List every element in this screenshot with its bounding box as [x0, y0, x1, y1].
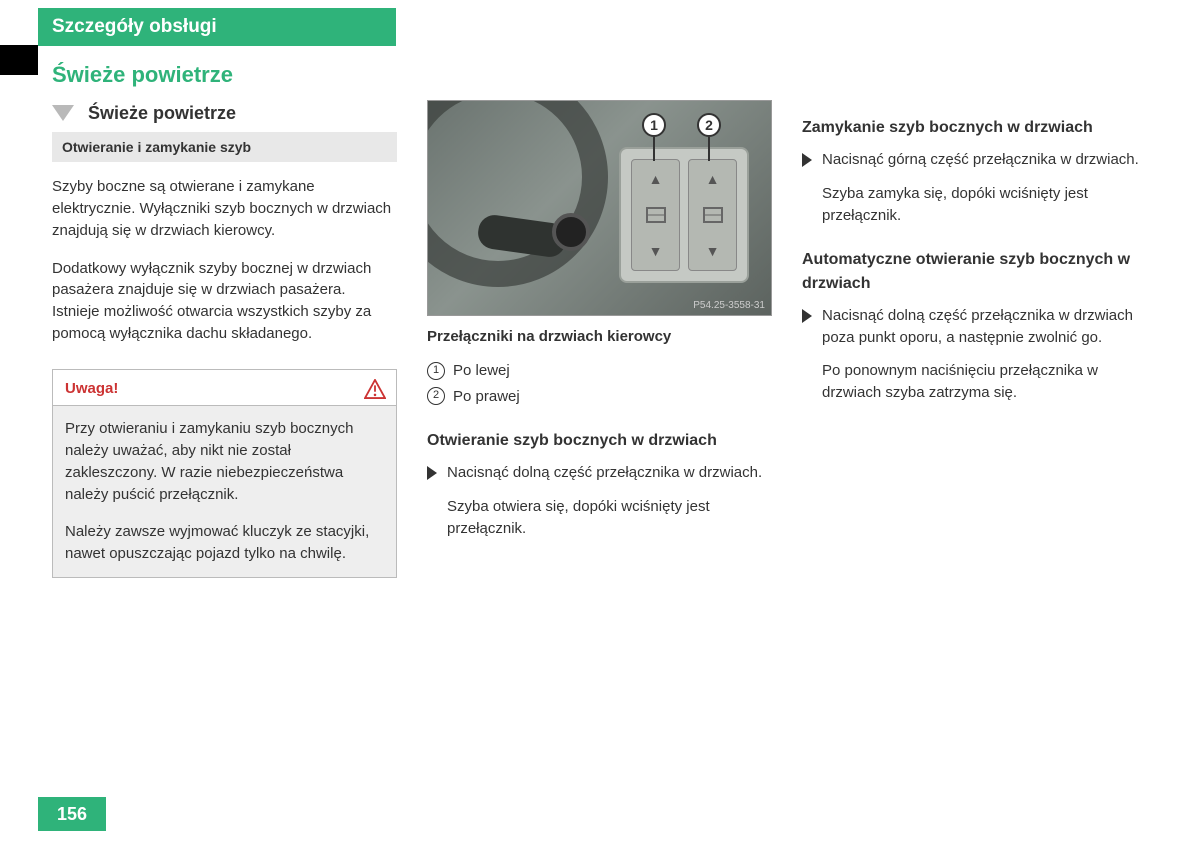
section-title: Świeże powietrze	[52, 62, 233, 88]
sub-heading-bar: Otwieranie i zamykanie szyb	[52, 132, 397, 162]
heading-auto: Automatyczne otwieranie szyb bocznych w …	[802, 248, 1147, 294]
close-step: Nacisnąć górną część przełącznika w drzw…	[802, 149, 1147, 171]
page-number-value: 156	[57, 804, 87, 825]
circled-1-icon: 1	[427, 362, 445, 380]
column-3: Zamykanie szyb bocznych w drzwiach Nacis…	[802, 100, 1147, 578]
subsection-title: Świeże powietrze	[88, 100, 236, 126]
auto-step: Nacisnąć dolną część przełącznika w drzw…	[802, 305, 1147, 349]
image-reference: P54.25-3558-31	[693, 299, 765, 314]
legend-item-2: 2 Po prawej	[427, 386, 772, 408]
legend-item-1: 1 Po lewej	[427, 360, 772, 382]
warning-box: Uwaga! Przy otwieraniu i zamykaniu szyb …	[52, 369, 397, 578]
arrow-down-icon: ▼	[649, 241, 663, 261]
subsection-row: Świeże powietrze	[52, 100, 397, 126]
chapter-header: Szczegóły obsługi	[38, 8, 396, 46]
window-switch-panel: ▲ ▼ ▲ ▼	[619, 147, 749, 283]
step-marker-icon	[802, 153, 812, 167]
triangle-down-icon	[52, 105, 74, 121]
window-icon	[702, 206, 724, 224]
paragraph-2: Dodatkowy wyłącznik szyby bocznej w drzw…	[52, 258, 397, 345]
warning-header: Uwaga!	[53, 370, 396, 407]
arrow-down-icon: ▼	[706, 241, 720, 261]
switch-right: ▲ ▼	[688, 159, 737, 271]
callout-2: 2	[697, 113, 721, 137]
heading-open: Otwieranie szyb bocznych w drzwiach	[427, 429, 772, 452]
legend-text-1: Po lewej	[453, 360, 510, 382]
stalk-tip-graphic	[552, 213, 590, 251]
figure-illustration: ▲ ▼ ▲ ▼ 1 2 P54.25-3558-31	[427, 100, 772, 316]
column-1: Świeże powietrze Otwieranie i zamykanie …	[52, 100, 397, 578]
arrow-up-icon: ▲	[649, 169, 663, 189]
leader-line-2	[708, 137, 710, 161]
figure-caption: Przełączniki na drzwiach kierowcy	[427, 326, 772, 348]
open-step: Nacisnąć dolną część przełącznika w drzw…	[427, 462, 772, 484]
heading-close: Zamykanie szyb bocznych w drzwiach	[802, 116, 1147, 139]
page-number: 156	[38, 797, 106, 831]
column-2: ▲ ▼ ▲ ▼ 1 2 P54.25-3558-31 Przełączniki …	[427, 100, 772, 578]
auto-note: Po ponownym naciśnięciu przełącznika w d…	[822, 360, 1147, 404]
legend-text-2: Po prawej	[453, 386, 520, 408]
switch-left: ▲ ▼	[631, 159, 680, 271]
warning-para-2: Należy zawsze wyjmować kluczyk ze stacyj…	[65, 521, 384, 565]
steering-wheel-graphic	[427, 100, 608, 287]
arrow-up-icon: ▲	[706, 169, 720, 189]
open-note: Szyba otwiera się, dopóki wciśnięty jest…	[447, 496, 772, 540]
leader-line-1	[653, 137, 655, 161]
auto-step-text: Nacisnąć dolną część przełącznika w drzw…	[822, 305, 1147, 349]
close-step-text: Nacisnąć górną część przełącznika w drzw…	[822, 149, 1147, 171]
open-step-text: Nacisnąć dolną część przełącznika w drzw…	[447, 462, 772, 484]
warning-body: Przy otwieraniu i zamykaniu szyb bocznyc…	[53, 406, 396, 577]
content-columns: Świeże powietrze Otwieranie i zamykanie …	[52, 100, 1152, 578]
chapter-title: Szczegóły obsługi	[52, 16, 217, 38]
paragraph-1: Szyby boczne są otwierane i zamykane ele…	[52, 176, 397, 241]
warning-triangle-icon	[364, 379, 386, 399]
step-marker-icon	[802, 309, 812, 323]
circled-2-icon: 2	[427, 387, 445, 405]
window-icon	[645, 206, 667, 224]
step-marker-icon	[427, 466, 437, 480]
close-note: Szyba zamyka się, dopóki wciśnięty jest …	[822, 183, 1147, 227]
left-black-tab	[0, 45, 38, 75]
warning-label: Uwaga!	[65, 378, 118, 400]
callout-1: 1	[642, 113, 666, 137]
warning-para-1: Przy otwieraniu i zamykaniu szyb bocznyc…	[65, 418, 384, 505]
